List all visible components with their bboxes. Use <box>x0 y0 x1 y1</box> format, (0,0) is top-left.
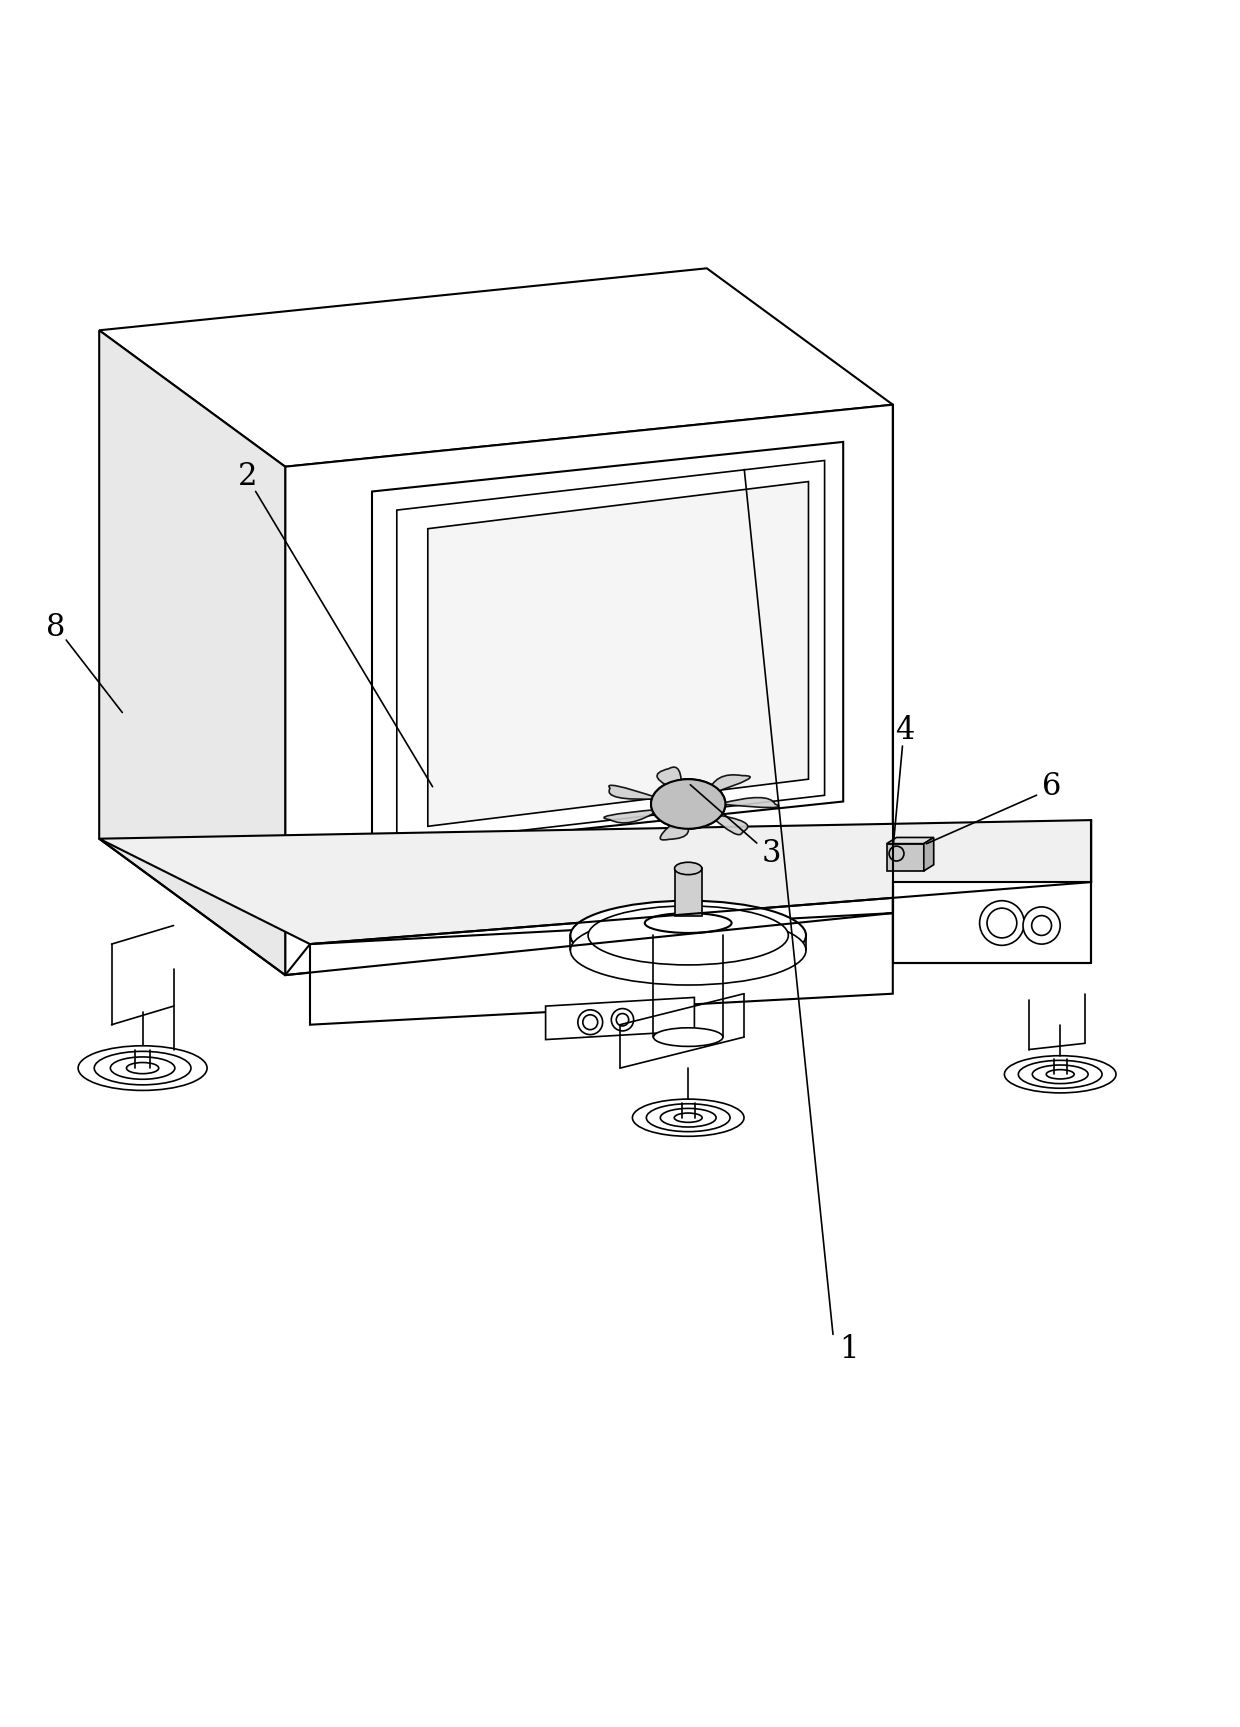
Polygon shape <box>893 882 1091 962</box>
Polygon shape <box>675 869 702 915</box>
Ellipse shape <box>645 914 732 933</box>
PathPatch shape <box>708 775 750 794</box>
Polygon shape <box>924 838 934 870</box>
Ellipse shape <box>1018 1060 1102 1088</box>
Circle shape <box>611 1009 634 1031</box>
Polygon shape <box>887 845 924 870</box>
Ellipse shape <box>675 1112 702 1123</box>
Ellipse shape <box>632 1098 744 1136</box>
Polygon shape <box>310 914 893 1024</box>
Polygon shape <box>99 820 1091 945</box>
Polygon shape <box>285 404 893 976</box>
Ellipse shape <box>1004 1055 1116 1093</box>
Text: 4: 4 <box>895 715 915 746</box>
Text: 3: 3 <box>761 838 781 869</box>
Ellipse shape <box>675 862 702 874</box>
Ellipse shape <box>661 1109 717 1128</box>
Ellipse shape <box>94 1052 191 1085</box>
Polygon shape <box>372 442 843 851</box>
Circle shape <box>980 901 1024 945</box>
Ellipse shape <box>126 1062 159 1074</box>
Text: 1: 1 <box>839 1333 859 1364</box>
Ellipse shape <box>78 1047 207 1090</box>
PathPatch shape <box>708 813 748 834</box>
Ellipse shape <box>570 915 806 984</box>
PathPatch shape <box>660 815 688 839</box>
Ellipse shape <box>570 901 806 971</box>
Ellipse shape <box>653 1028 723 1047</box>
Polygon shape <box>99 268 893 466</box>
Circle shape <box>578 1010 603 1034</box>
Polygon shape <box>887 838 934 845</box>
Ellipse shape <box>110 1057 175 1079</box>
Ellipse shape <box>1047 1069 1074 1079</box>
Ellipse shape <box>651 779 725 829</box>
Text: 2: 2 <box>238 461 258 492</box>
Polygon shape <box>99 330 285 976</box>
Ellipse shape <box>646 1104 730 1131</box>
PathPatch shape <box>719 798 779 808</box>
Text: 6: 6 <box>1042 772 1061 801</box>
PathPatch shape <box>609 786 660 800</box>
Polygon shape <box>428 482 808 826</box>
Ellipse shape <box>1032 1066 1089 1083</box>
Polygon shape <box>546 998 694 1040</box>
Circle shape <box>1023 907 1060 945</box>
PathPatch shape <box>604 810 660 824</box>
PathPatch shape <box>657 767 682 793</box>
Text: 8: 8 <box>46 613 66 644</box>
Ellipse shape <box>588 907 789 965</box>
Ellipse shape <box>651 779 725 829</box>
